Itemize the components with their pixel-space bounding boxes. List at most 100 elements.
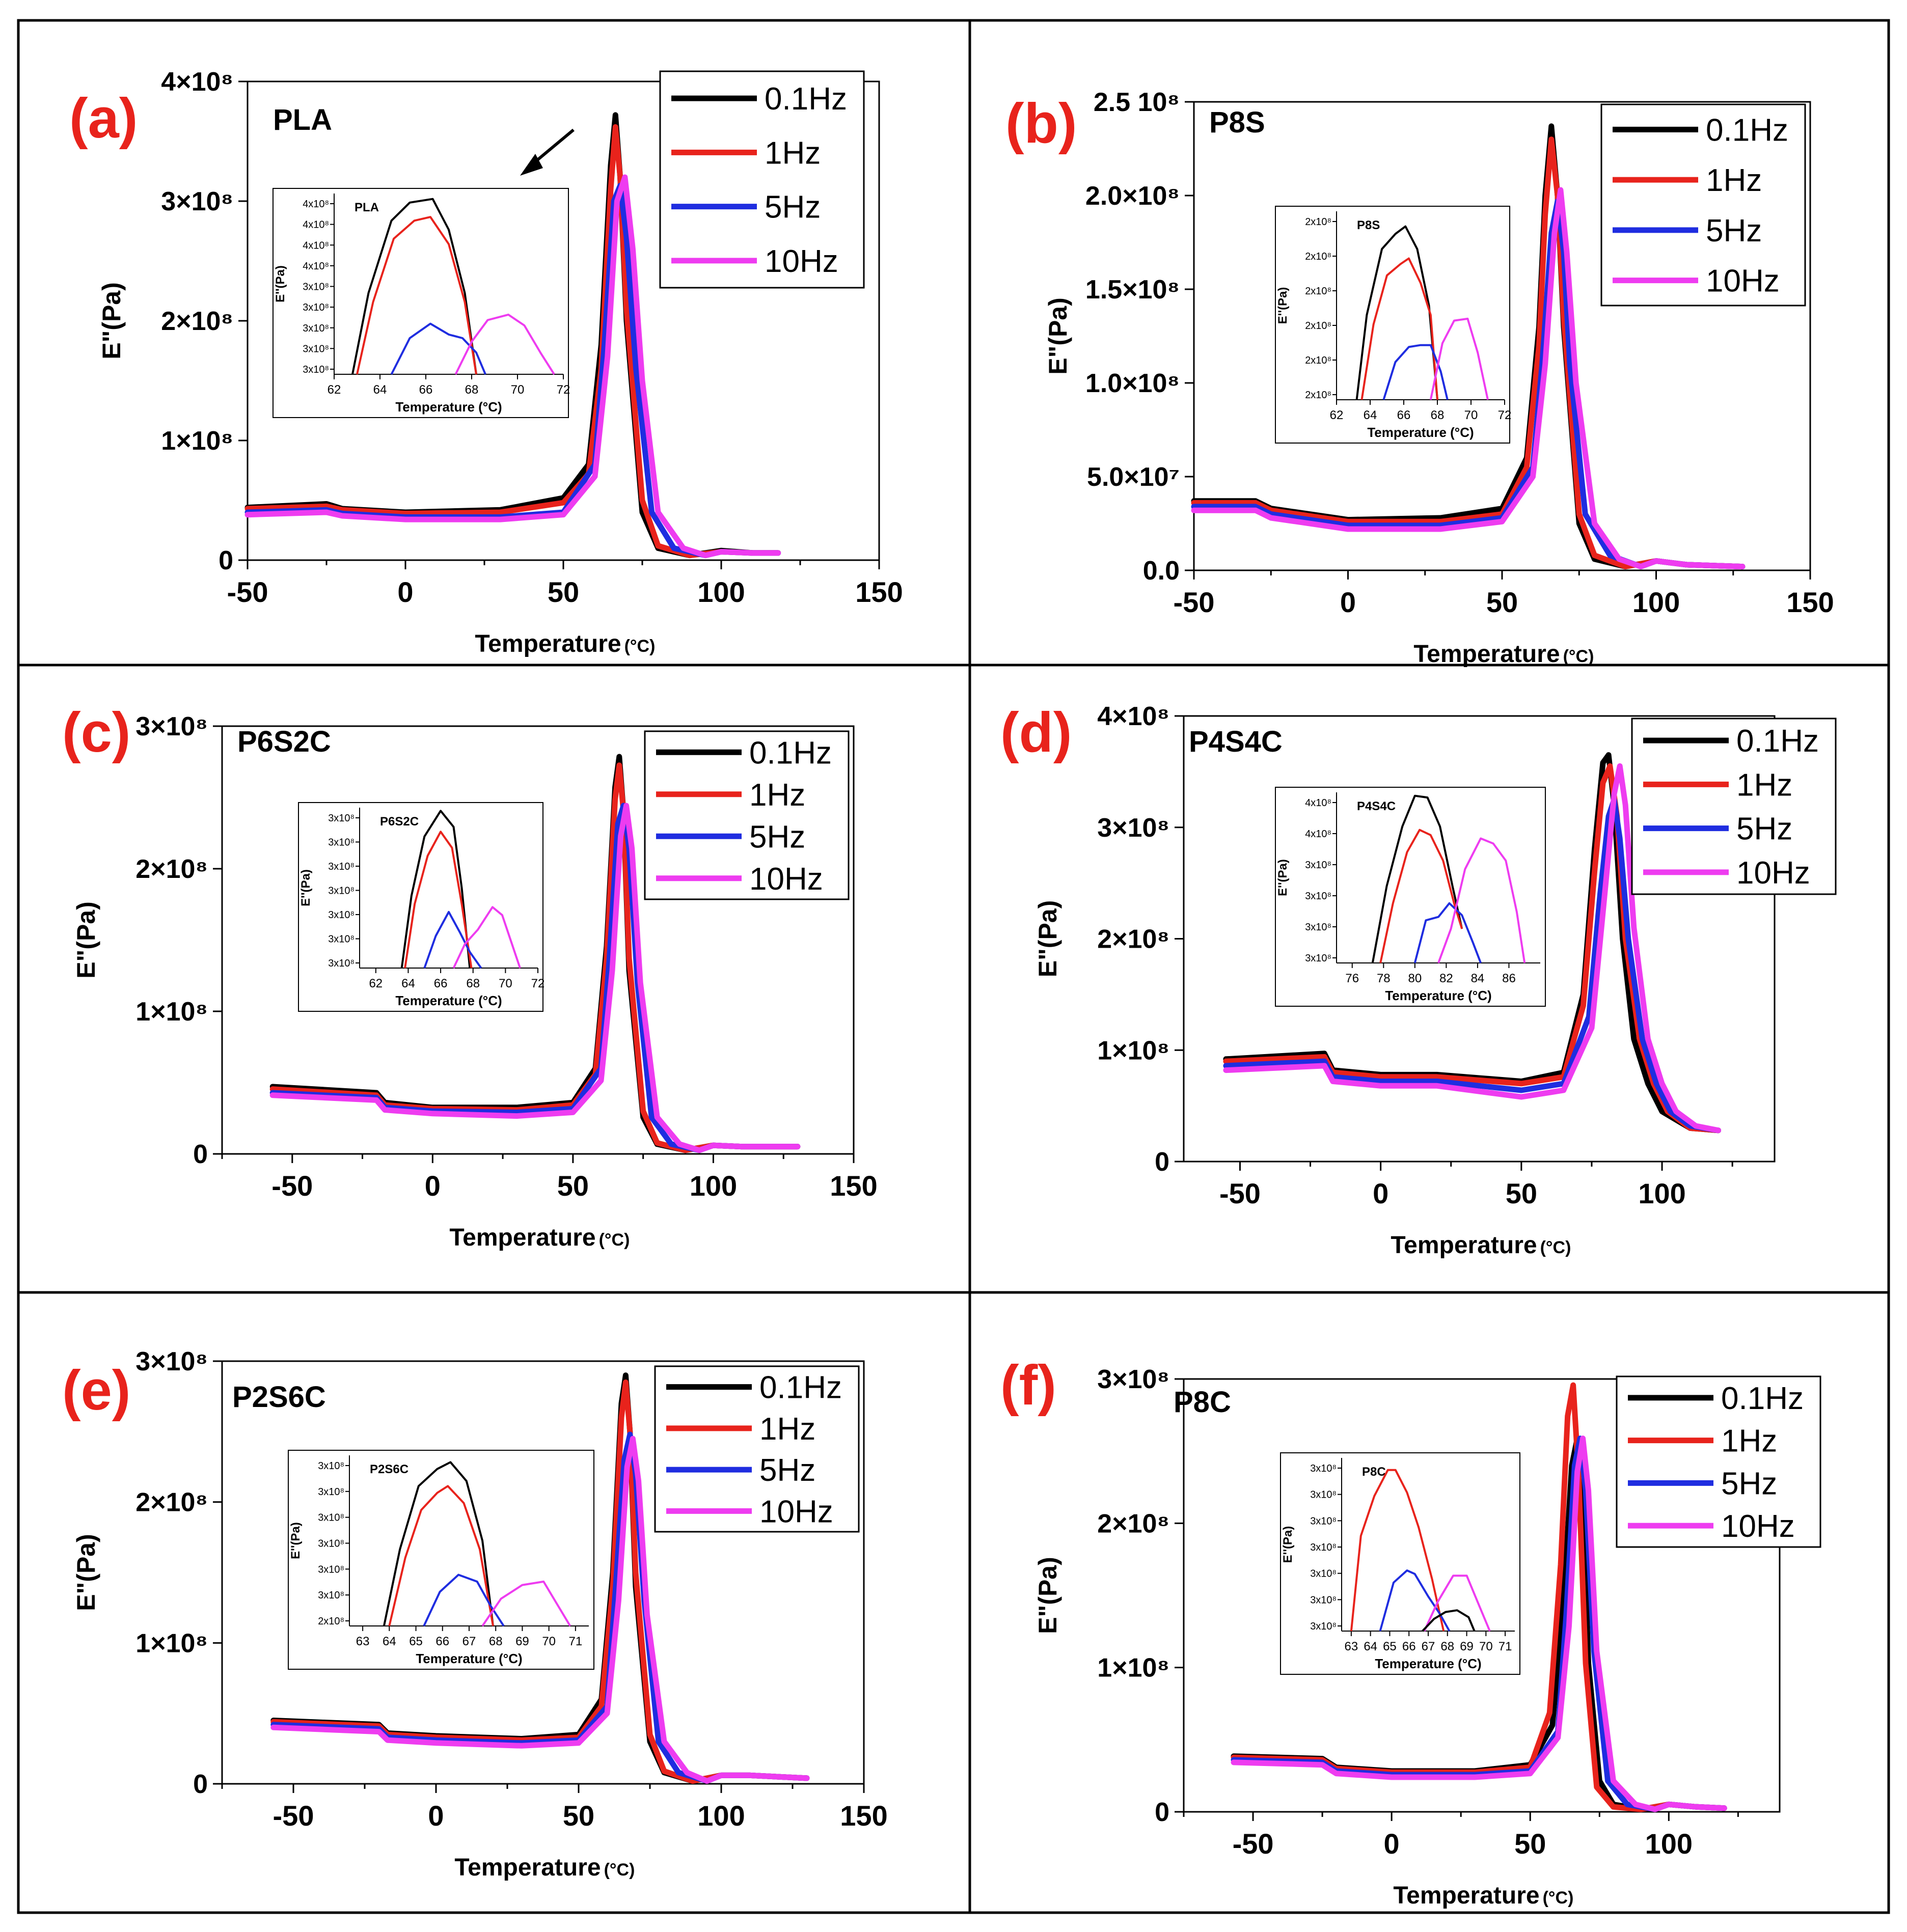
y-tick-label: 1×10⁸: [135, 997, 208, 1027]
y-tick-label: 1×10⁸: [135, 1629, 208, 1658]
inset: 62 64 66 68 70 72 3x10⁸ 3x10⁸ 3x10⁸ 3x10⁸ 3x10⁸ 4x1…: [273, 188, 570, 418]
inset-y-tick-label: 3x10⁸: [328, 813, 355, 824]
series-line-10hz: [1191, 187, 1746, 570]
inset-y-tick-label: 3x10⁸: [303, 302, 329, 313]
inset-x-tick-label: 67: [1422, 1640, 1435, 1653]
inset-series-1hz: [1360, 257, 1438, 400]
inset-x-tick-label: 63: [356, 1635, 370, 1648]
inset-y-tick-label: 2x10⁸: [1305, 390, 1331, 401]
x-tick-label: 100: [1645, 1828, 1693, 1860]
inset-frame: [1275, 787, 1546, 1007]
panel-label: (c): [62, 701, 130, 764]
y-tick-label: 1.0×10⁸: [1085, 369, 1180, 398]
inset-y-tick-label: 4x10⁸: [1305, 797, 1331, 809]
panel-b: -50 0 50 100 150 0.0 5.0×10⁷ 1.0×10⁸ 1.5×10⁸ 2.0×…: [1005, 88, 1834, 668]
inset-y-tick-label: 3x10⁸: [303, 343, 329, 354]
x-axis-unit: (°C): [599, 1230, 630, 1250]
inset-y-tick-label: 3x10⁸: [1305, 860, 1331, 871]
inset-y-title: E''(Pa): [1276, 287, 1290, 324]
inset-y-tick-label: 3x10⁸: [328, 861, 355, 872]
y-tick-label: 1×10⁸: [161, 426, 233, 456]
inset-y-title: E''(Pa): [1276, 859, 1290, 896]
sample-name: P8S: [1209, 106, 1265, 139]
arrow-head: [520, 154, 543, 176]
legend-label: 1Hz: [1721, 1424, 1777, 1459]
inset-x-tick-label: 66: [419, 383, 433, 397]
outer-frame: [17, 19, 1890, 1914]
x-tick-label: -50: [273, 1800, 314, 1832]
y-tick-label: 0: [193, 1140, 208, 1169]
inset-y-tick-label: 3x10⁸: [1310, 1542, 1337, 1553]
inset-x-tick-label: 69: [515, 1635, 529, 1648]
inset-y-tick-label: 3x10⁸: [1305, 953, 1331, 964]
inset-y-tick-label: 3x10⁸: [1310, 1515, 1337, 1527]
inset-x-tick-label: 82: [1439, 972, 1453, 985]
x-tick-label: 100: [1632, 586, 1680, 618]
legend-label: 0.1Hz: [765, 81, 847, 117]
x-tick-label: -50: [227, 576, 268, 608]
inset-y-tick-label: 3x10⁸: [303, 323, 329, 334]
y-tick-label: 0: [219, 546, 233, 575]
legend-label: 10Hz: [749, 862, 823, 897]
inset-frame: [298, 802, 543, 1012]
inset-x-tick-label: 63: [1345, 1640, 1358, 1653]
x-axis-unit: (°C): [624, 637, 656, 656]
inset-series-10hz: [481, 1580, 571, 1627]
sample-name: P8C: [1174, 1386, 1231, 1419]
legend-label: 10Hz: [1706, 264, 1780, 299]
y-tick-label: 0: [193, 1770, 208, 1799]
inset-y-tick-label: 3x10⁸: [328, 958, 355, 969]
inset-y-tick-label: 3x10⁸: [318, 1564, 344, 1575]
x-tick-label: 150: [830, 1170, 877, 1202]
inset-sample-name: P4S4C: [1357, 799, 1396, 813]
x-tick-label: 0: [397, 576, 413, 608]
inset: 62 64 66 68 70 72 2x10⁸ 2x10⁸ 2x10⁸ 2x10⁸ 2x10⁸ 2x1…: [1275, 206, 1511, 444]
y-tick-label: 4×10⁸: [1097, 702, 1169, 731]
inset-y-tick-label: 3x10⁸: [328, 837, 355, 848]
inset-x-tick-label: 78: [1377, 972, 1391, 985]
x-axis-title: Temperature: [475, 630, 621, 657]
sample-name: P4S4C: [1189, 725, 1283, 758]
inset-x-tick-label: 64: [401, 977, 415, 990]
legend-label: 5Hz: [1721, 1466, 1777, 1501]
x-axis-unit: (°C): [1540, 1238, 1571, 1257]
x-tick-label: 100: [697, 576, 745, 608]
inset-frame: [1280, 1452, 1520, 1675]
inset-series-5hz: [423, 910, 482, 969]
x-axis-unit: (°C): [1543, 1888, 1574, 1908]
plot-area: [221, 1360, 865, 1785]
inset-y-tick-label: 3x10⁸: [328, 934, 355, 945]
inset-x-tick-label: 68: [465, 383, 479, 397]
legend-label: 5Hz: [765, 190, 821, 225]
x-tick-label: 150: [855, 576, 903, 608]
inset-x-tick-label: 70: [542, 1635, 556, 1648]
x-tick-label: 50: [1514, 1828, 1546, 1860]
inset-sample-name: P8C: [1362, 1465, 1386, 1479]
inset-series-10hz: [1423, 1575, 1491, 1632]
legend-label: 0.1Hz: [1706, 113, 1788, 148]
inset-series-5hz: [1379, 1569, 1451, 1632]
x-tick-label: -50: [1174, 586, 1215, 618]
y-axis-title: E"(Pa): [1033, 1557, 1062, 1634]
panel-label: (f): [1000, 1354, 1056, 1417]
inset-series-1hz: [388, 1485, 494, 1626]
inset-x-tick-label: 65: [409, 1635, 423, 1648]
x-axis-title: Temperature: [1393, 1882, 1539, 1909]
inset-series-10hz: [454, 313, 555, 375]
inset-series-10hz: [1437, 837, 1526, 963]
inset-x-title: Temperature (°C): [416, 1651, 522, 1666]
inset-x-tick-label: 66: [435, 1635, 449, 1648]
inset-x-tick-label: 84: [1471, 972, 1485, 985]
inset-series-1hz: [404, 831, 473, 969]
inset-x-tick-label: 67: [462, 1635, 476, 1648]
inset-y-tick-label: 2x10⁸: [1305, 286, 1331, 297]
y-tick-label: 2.0×10⁸: [1085, 181, 1180, 211]
panel-e: -50 0 50 100 15001×10⁸2×10⁸3×10⁸Temperature(…: [62, 1347, 888, 1881]
inset-series-5hz: [1382, 344, 1449, 400]
legend-label: 0.1Hz: [1736, 724, 1819, 759]
inset-y-tick-label: 4x10⁸: [303, 240, 329, 251]
inset-series-1hz: [1379, 829, 1463, 963]
y-tick-label: 4×10⁸: [161, 67, 233, 97]
inset-y-tick-label: 2x10⁸: [1305, 216, 1331, 228]
